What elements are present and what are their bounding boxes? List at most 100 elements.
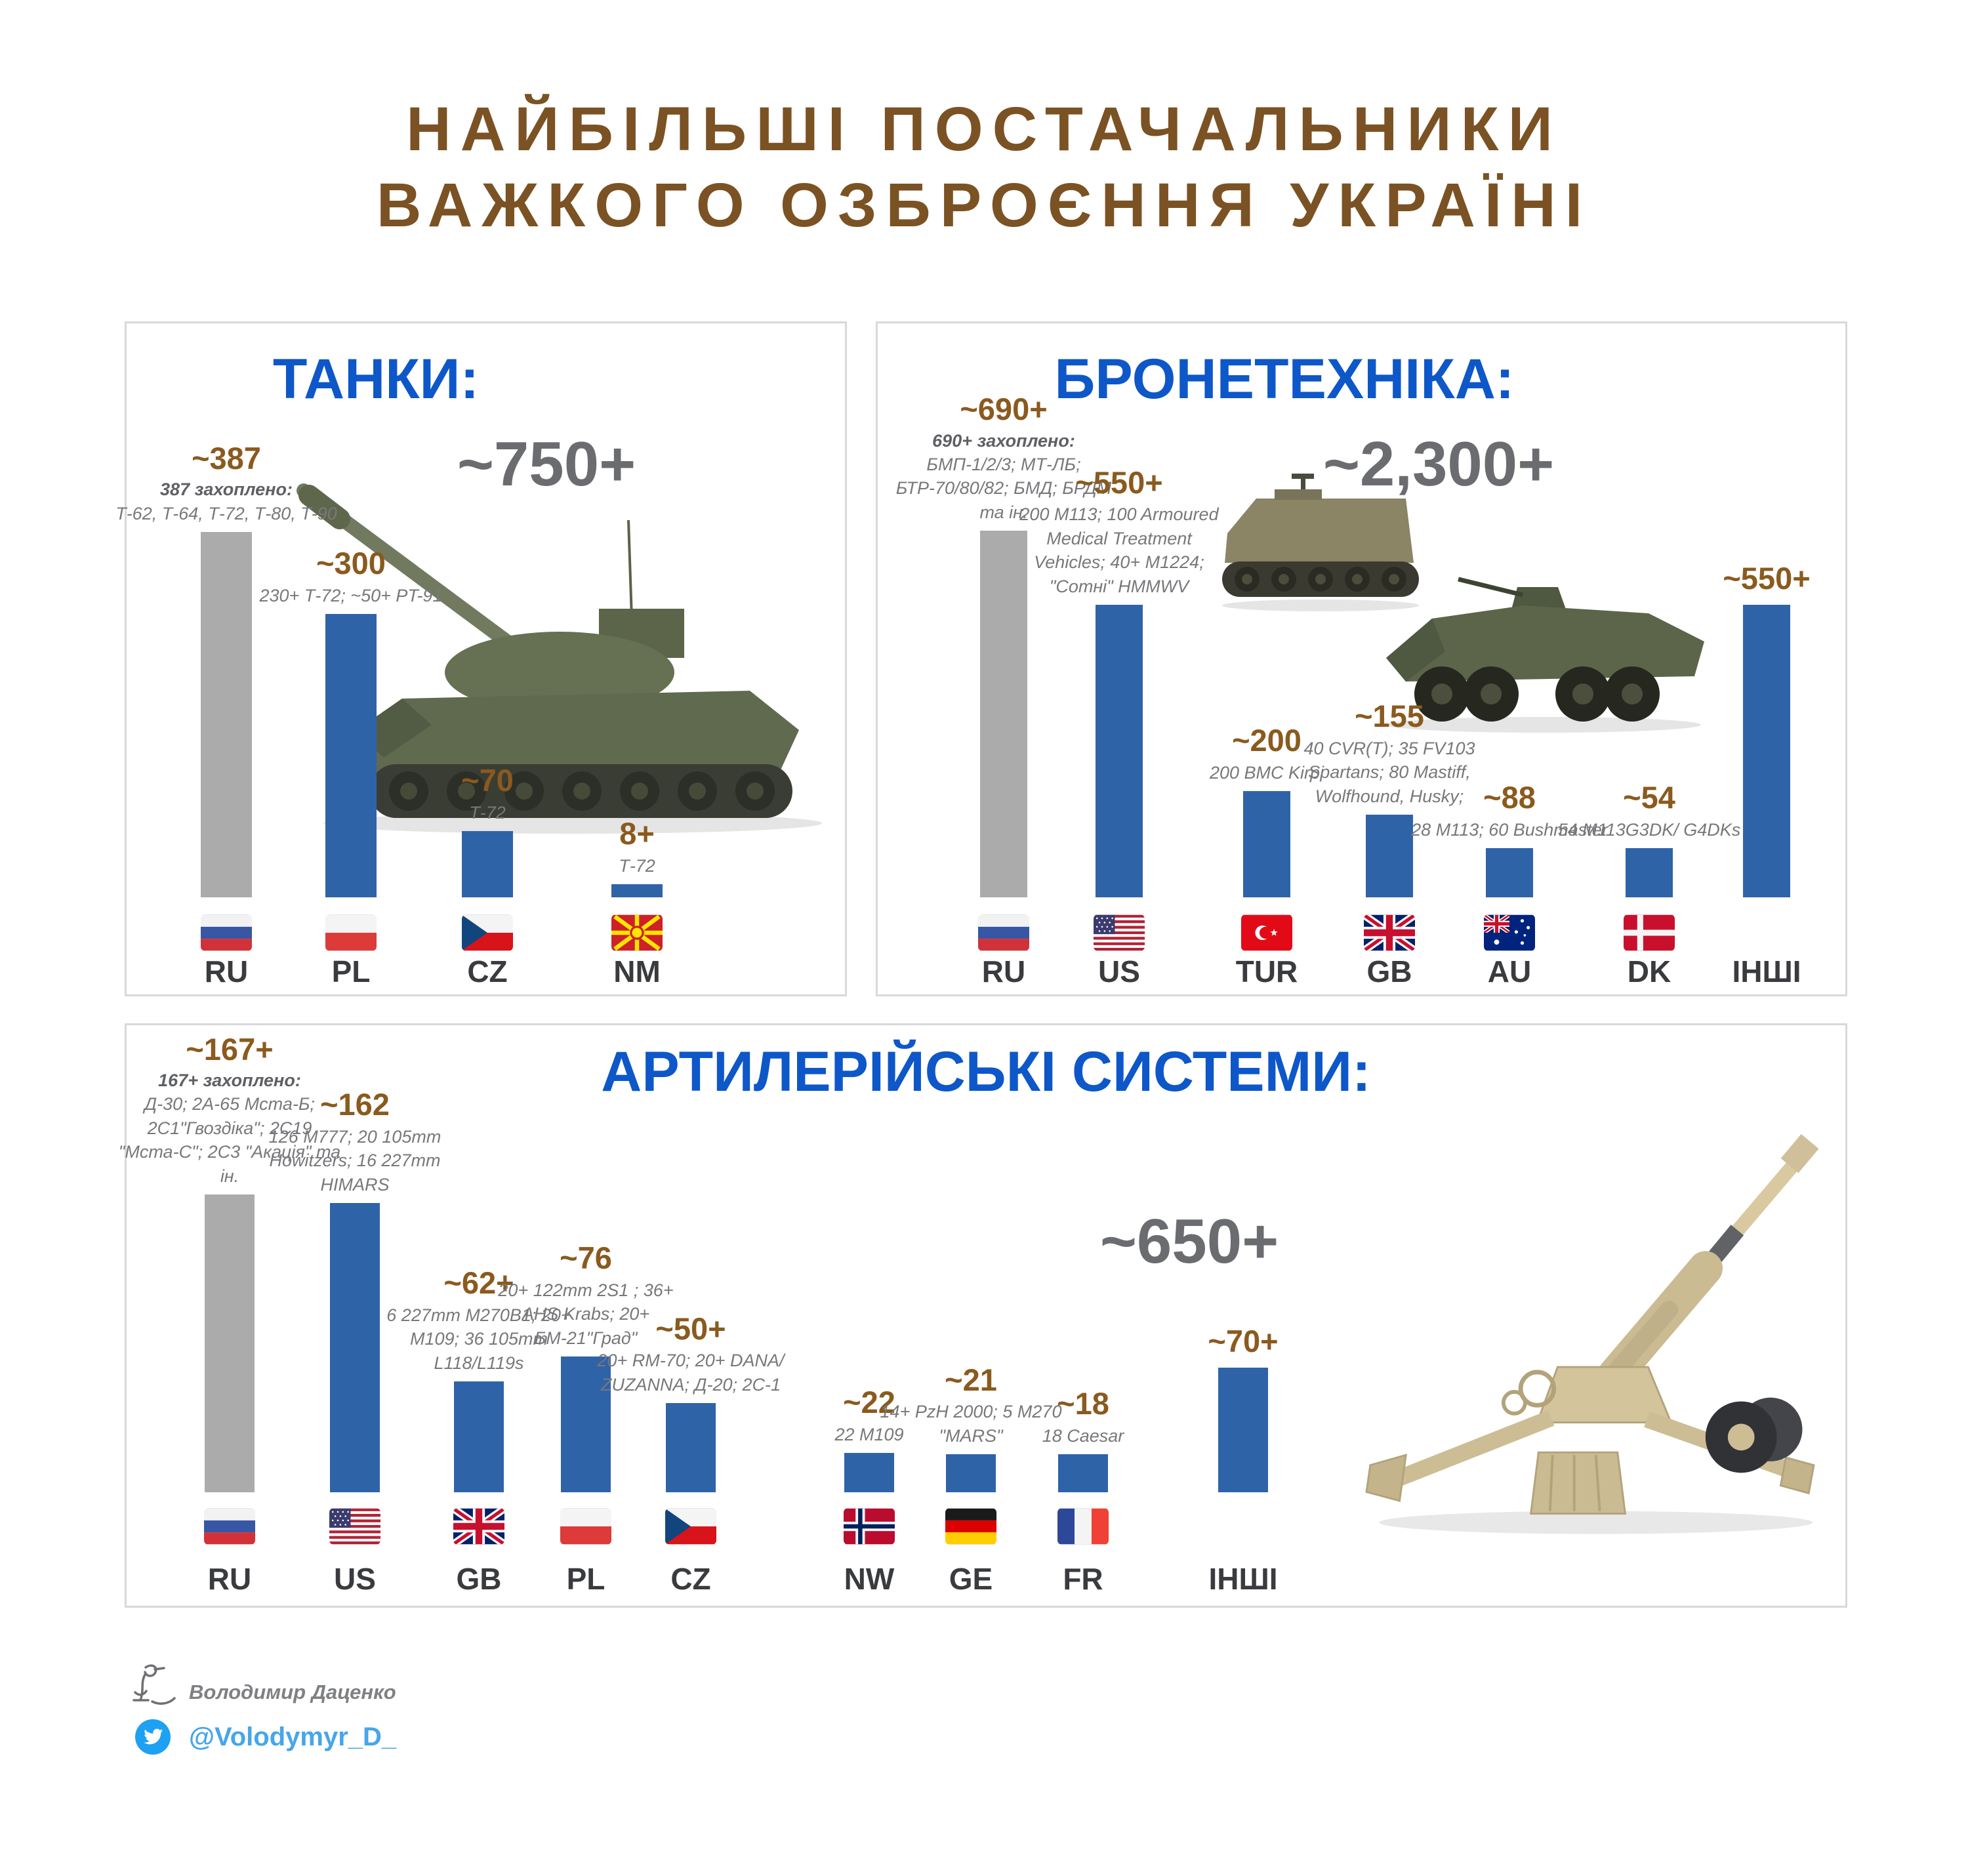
flag-russia: [201, 914, 252, 951]
bar-annotation: ~155 40 CVR(T); 35 FV103 Spartans; 80 Ma…: [1281, 700, 1498, 808]
bar-note: 28 M113; 60 Bushmaster: [1411, 819, 1608, 840]
bar-note: 20+ RM-70; 20+ DANA/ ZUZANNA; Д-20; 2С-1: [597, 1351, 785, 1395]
bar-column-us-armor: ~550+ 200 M113; 100 Armoured Medical Tre…: [1019, 323, 1218, 994]
panel-armor-title: БРОНЕТЕХНІКА:: [1054, 348, 1515, 411]
flag-czechia: [462, 914, 513, 951]
bar: [454, 1381, 504, 1492]
bar-note: 126 M777; 20 105mm Howitzers; 16 227mm H…: [268, 1126, 441, 1194]
country-code: PL: [566, 1562, 605, 1596]
tank-image: [205, 441, 848, 835]
bar-column-gb-armor: ~155 40 CVR(T); 35 FV103 Spartans; 80 Ma…: [1303, 323, 1475, 994]
bar-value-label: ~387: [192, 441, 261, 476]
bar-value-label: ~18: [1057, 1386, 1109, 1421]
country-code: PL: [331, 954, 371, 989]
panel-tanks: ТАНКИ: ~750+: [115, 321, 848, 996]
panel-artillery: АРТИЛЕРІЙСЬКІ СИСТЕМИ: ~650+: [119, 1023, 1847, 1608]
bar-note: 22 M109: [834, 1424, 904, 1444]
flag-denmark: [1624, 914, 1675, 951]
country-code: RU: [981, 954, 1026, 989]
country-code: TUR: [1235, 954, 1298, 989]
bar-note: 230+ Т-72; ~50+ PT-91: [259, 585, 443, 605]
bar-note: 18 Caesar: [1042, 1425, 1124, 1446]
bar-annotation: ~200 200 BMC Kirpi: [1158, 724, 1375, 785]
country-code: RU: [204, 954, 249, 989]
country-code: US: [334, 1562, 376, 1596]
country-code: DK: [1627, 954, 1671, 989]
country-code: FR: [1063, 1562, 1103, 1596]
bar: [946, 1454, 996, 1492]
twitter-handle[interactable]: @Volodymyr_D_: [189, 1723, 397, 1751]
page-title: НАЙБІЛЬШІ ПОСТАЧАЛЬНИКИ ВАЖКОГО ОЗБРОЄНН…: [0, 92, 1968, 244]
flag-turkey: [1241, 914, 1292, 951]
bar-note: 200 M113; 100 Armoured Medical Treatment…: [1019, 504, 1219, 596]
country-code: AU: [1487, 954, 1532, 989]
bar-value-label: ~690+: [960, 392, 1048, 427]
bar-annotation: ~88 28 M113; 60 Bushmaster: [1401, 781, 1618, 842]
bar-annotation: ~70 Т-72: [373, 764, 602, 825]
bar: [1366, 815, 1413, 897]
bar-column-others-armor: ~550+ ІНШІ: [1701, 323, 1832, 994]
bar-annotation: ~167+ 167+ захоплено: Д-30; 2А-65 Мста-Б…: [118, 1032, 341, 1188]
bar-note: 54 M113G3DK/ G4DKs: [1557, 819, 1741, 840]
bar-note: 6 227mm M270B1; 20+ M109; 36 105mm L118/…: [386, 1305, 571, 1373]
panel-tanks-total: ~750+: [457, 429, 636, 499]
bar-value-label: ~88: [1483, 780, 1536, 815]
panel-artillery-total: ~650+: [1099, 1206, 1279, 1276]
country-code: CZ: [467, 954, 508, 989]
flag-united-states: [1094, 914, 1145, 951]
bar-column-ge-artillery: ~21 14+ PzH 2000; 5 M270 "MARS" GE: [880, 1025, 1062, 1606]
bar-column-au-armor: ~88 28 M113; 60 Bushmaster AU: [1411, 323, 1608, 994]
flag-poland: [325, 914, 377, 951]
bar-note-bold: 387 захоплено:: [160, 479, 293, 500]
bar: [325, 614, 377, 897]
bar-value-label: ~76: [560, 1240, 612, 1276]
panel-armor-total: ~2,300+: [1322, 429, 1555, 499]
bar-annotation: ~21 14+ PzH 2000; 5 M270 "MARS": [872, 1362, 1069, 1448]
bar-annotation: ~300 230+ Т-72; ~50+ PT-91: [236, 547, 466, 607]
flag-russia: [204, 1508, 255, 1545]
bar-annotation: ~550+: [1658, 561, 1875, 598]
flag-united-kingdom: [1364, 914, 1415, 951]
bar-note: 200 BMC Kirpi: [1209, 762, 1324, 783]
panel-tanks-title: ТАНКИ:: [272, 348, 480, 411]
bar-note: БМП-1/2/3; МТ-ЛБ; БТР-70/80/82; БМД; БРД…: [895, 454, 1112, 522]
author-name: Володимир Даценко: [189, 1681, 396, 1703]
bar-note-bold: 690+ захоплено:: [932, 430, 1075, 451]
bar-column-pl-artillery: ~76 20+ 122mm 2S1 ; 36+ AHS Krabs; 20+ Б…: [498, 1025, 673, 1606]
bar-note-bold: 167+ захоплено:: [158, 1071, 301, 1091]
bar: [980, 531, 1027, 897]
bar: [1486, 848, 1533, 897]
bar-value-label: ~550+: [1075, 464, 1163, 500]
page-title-line2: ВАЖКОГО ОЗБРОЄННЯ УКРАЇНІ: [376, 170, 1592, 240]
bar-column-cz-tanks: ~70 Т-72 CZ: [422, 323, 553, 994]
bar-note: Д-30; 2А-65 Мста-Б; 2С1"Гвоздіка"; 2С19 …: [118, 1094, 341, 1186]
flag-united-states: [329, 1508, 380, 1545]
bar: [1243, 791, 1290, 897]
bar-annotation: ~22 22 M109: [771, 1386, 968, 1446]
bar: [666, 1403, 716, 1492]
bar-value-label: 8+: [619, 816, 655, 851]
flag-norway: [844, 1508, 895, 1545]
bar-column-others-artillery: ~70+ ІНШІ: [1181, 1025, 1305, 1606]
bar-column-gb-artillery: ~62+ 6 227mm M270B1; 20+ M109; 36 105mm …: [386, 1025, 571, 1606]
bar-annotation: ~76 20+ 122mm 2S1 ; 36+ AHS Krabs; 20+ Б…: [487, 1242, 684, 1350]
bar-column-nm-tanks: 8+ Т-72 NM: [571, 323, 703, 994]
bar-annotation: ~50+ 20+ RM-70; 20+ DANA/ ZUZANNA; Д-20;…: [592, 1312, 789, 1397]
flag-australia: [1484, 914, 1535, 951]
apc-m113-image: [1209, 471, 1432, 622]
bar-value-label: ~21: [945, 1362, 997, 1397]
bar: [1218, 1368, 1268, 1492]
bar-annotation: ~62+ 6 227mm M270B1; 20+ M109; 36 105mm …: [380, 1267, 577, 1375]
bar-annotation: ~18 18 Caesar: [985, 1387, 1181, 1448]
country-code: CZ: [670, 1562, 711, 1596]
flag-france: [1057, 1508, 1109, 1545]
bar-value-label: ~162: [320, 1087, 390, 1122]
flag-poland: [560, 1508, 611, 1545]
bar-note: Т-72: [619, 855, 655, 876]
country-code: ІНШІ: [1732, 954, 1801, 989]
bar: [611, 884, 663, 897]
country-code: GB: [456, 1562, 502, 1596]
bar-column-fr-artillery: ~18 18 Caesar FR: [1021, 1025, 1145, 1606]
twitter-icon[interactable]: [135, 1719, 171, 1755]
bar-column-ru-tanks: ~387 387 захоплено: Т-62, Т-64, Т-72, Т-…: [115, 323, 337, 994]
